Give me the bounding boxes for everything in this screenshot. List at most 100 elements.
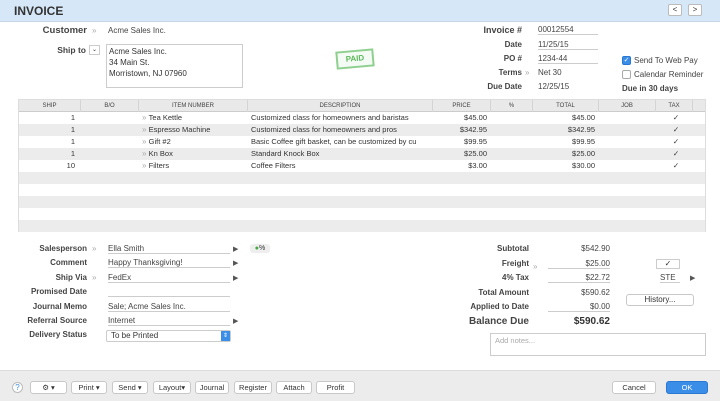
table-row[interactable]: 1 » Kn Box Standard Knock Box $25.00 $25.00 ✓ [19,148,705,160]
notes-input[interactable]: Add notes... [490,333,706,356]
next-button[interactable]: > [688,4,702,16]
cell-pct[interactable] [491,148,533,160]
column-header[interactable]: B/O [81,100,139,112]
gear-menu-button[interactable]: ⚙ ▾ [30,381,67,394]
cell-desc[interactable]: Customized class for homeowners and bari… [251,113,409,122]
commission-button[interactable]: ●% [250,244,270,253]
tax-code[interactable]: STE [660,273,680,283]
cell-item[interactable]: » Espresso Machine [142,125,211,134]
cell-item[interactable]: » Gift #2 [142,137,171,146]
cell-job[interactable] [599,148,656,160]
cell-desc[interactable]: Basic Coffee gift basket, can be customi… [251,137,417,146]
cell-price[interactable]: $342.95 [459,125,487,134]
attach-button[interactable]: Attach [276,381,312,394]
disclosure-arrow-icon[interactable]: ▶ [233,275,239,282]
send-button[interactable]: Send ▾ [112,381,148,394]
header-field-value[interactable]: 12/25/15 [538,82,570,91]
cell-tax[interactable]: ✓ [672,113,680,122]
cell-price[interactable]: $25.00 [464,149,487,158]
cell-ship[interactable]: 1 [70,113,75,122]
layout-button[interactable]: Layout▾ [153,381,191,394]
field-value[interactable]: Sale; Acme Sales Inc. [108,302,230,312]
header-field-value[interactable]: 11/25/15 [538,40,598,50]
terms-lookup-icon[interactable]: » [525,68,530,77]
delivery-status-select[interactable]: To be Printed ⇕ [106,330,231,342]
register-button[interactable]: Register [234,381,272,394]
cell-pct[interactable] [491,160,533,172]
cell-desc[interactable]: Standard Knock Box [251,149,320,158]
cell-job[interactable] [599,112,656,124]
cell-ship[interactable]: 1 [70,137,75,146]
tax-code-arrow-icon[interactable]: ▶ [690,275,696,282]
cell-tax[interactable]: ✓ [672,125,680,134]
table-row[interactable]: 1 » Espresso Machine Customized class for … [19,124,705,136]
cell-bo[interactable] [81,136,139,148]
column-header[interactable]: SHIP [19,100,81,112]
table-row[interactable] [19,196,705,208]
disclosure-arrow-icon[interactable]: ▶ [233,318,239,325]
history-button[interactable]: History... [626,294,694,306]
cell-price[interactable]: $99.95 [464,137,487,146]
cell-pct[interactable] [491,136,533,148]
lookup-icon[interactable]: » [92,273,97,282]
applied-value[interactable]: $0.00 [548,302,610,312]
cell-desc[interactable]: Customized class for homeowners and pros [251,125,397,134]
disclosure-arrow-icon[interactable]: ▶ [233,260,239,267]
table-row[interactable]: 1 » Tea Kettle Customized class for homeow… [19,112,705,124]
column-header[interactable]: % [491,100,533,112]
cell-tax[interactable]: ✓ [672,137,680,146]
field-value[interactable]: FedEx [108,273,230,283]
field-value[interactable]: Internet [108,316,230,326]
header-field-value[interactable]: 1234-44 [538,54,598,64]
column-header[interactable]: DESCRIPTION [248,100,433,112]
journal-button[interactable]: Journal [195,381,229,394]
cell-job[interactable] [599,160,656,172]
disclosure-arrow-icon[interactable]: ▶ [233,246,239,253]
cell-total[interactable]: $30.00 [572,161,595,170]
column-header[interactable]: JOB [599,100,656,112]
cell-bo[interactable] [81,160,139,172]
customer-value[interactable]: Acme Sales Inc. [108,26,166,35]
cell-total[interactable]: $99.95 [572,137,595,146]
cell-job[interactable] [599,124,656,136]
table-row[interactable] [19,184,705,196]
field-value[interactable] [108,287,230,297]
previous-button[interactable]: < [668,4,682,16]
column-header[interactable]: TOTAL [533,100,599,112]
table-row[interactable] [19,208,705,220]
cell-pct[interactable] [491,112,533,124]
cell-price[interactable]: $45.00 [464,113,487,122]
column-header[interactable]: PRICE [433,100,491,112]
cell-total[interactable]: $45.00 [572,113,595,122]
table-row[interactable]: 1 » Gift #2 Basic Coffee gift basket, can … [19,136,705,148]
help-button[interactable]: ? [12,382,23,393]
cell-price[interactable]: $3.00 [468,161,487,170]
cell-bo[interactable] [81,124,139,136]
cell-bo[interactable] [81,112,139,124]
table-row[interactable] [19,220,705,232]
cell-item[interactable]: » Kn Box [142,149,173,158]
cell-ship[interactable]: 1 [70,149,75,158]
cell-job[interactable] [599,136,656,148]
customer-lookup-icon[interactable]: » [92,26,97,35]
cell-tax[interactable]: ✓ [672,161,680,170]
header-field-value[interactable]: 00012554 [538,25,598,35]
cell-item[interactable]: » Filters [142,161,170,170]
cancel-button[interactable]: Cancel [612,381,656,394]
cell-tax[interactable]: ✓ [672,149,680,158]
freight-value[interactable]: $25.00 [548,259,610,269]
cell-item[interactable]: » Tea Kettle [142,113,183,122]
tax-value[interactable]: $22.72 [548,273,610,283]
freight-tax-checkbox[interactable]: ✓ [656,259,680,269]
column-header[interactable]: ITEM NUMBER [139,100,248,112]
cell-pct[interactable] [491,124,533,136]
ok-button[interactable]: OK [666,381,708,394]
table-row[interactable] [19,172,705,184]
print-button[interactable]: Print ▾ [71,381,107,394]
table-row[interactable]: 10 » Filters Coffee Filters $3.00 $30.00 ✓ [19,160,705,172]
freight-lookup-icon[interactable]: » [533,262,538,271]
cell-desc[interactable]: Coffee Filters [251,161,296,170]
profit-button[interactable]: Profit [316,381,355,394]
header-field-value[interactable]: Net 30 [538,68,562,77]
ship-to-address[interactable]: Acme Sales Inc. 34 Main St. Morristown, … [106,44,243,88]
